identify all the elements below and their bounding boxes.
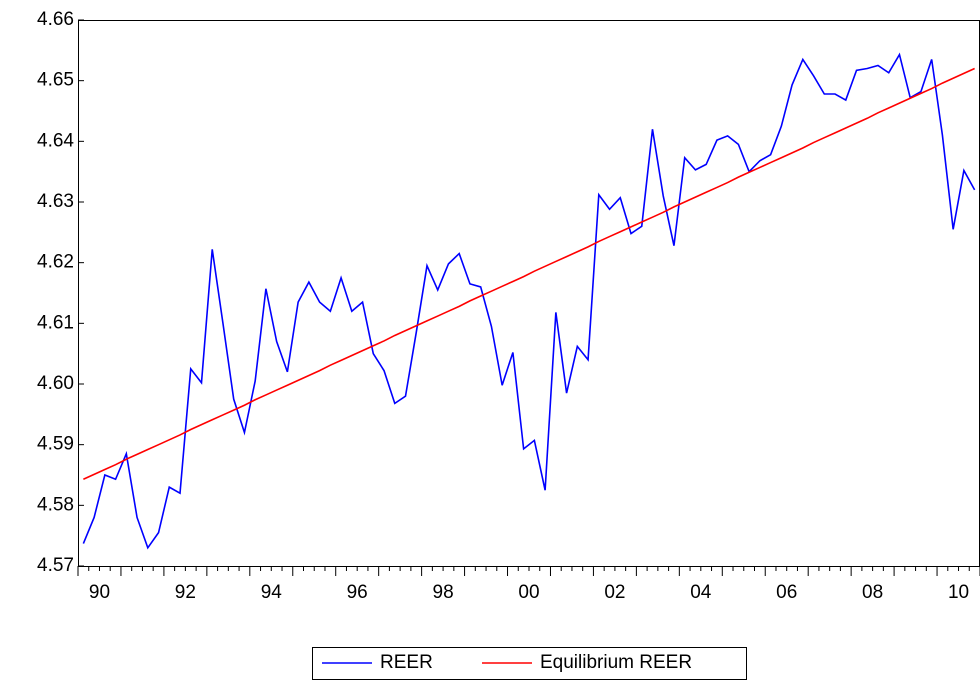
series-line <box>82 52 976 550</box>
series-line <box>83 67 975 480</box>
legend-label: Equilibrium REER <box>540 652 692 673</box>
y-tick-label: 4.61 <box>37 312 74 333</box>
x-tick-label: 02 <box>604 582 625 603</box>
y-tick-label: 4.57 <box>37 555 74 576</box>
y-tick-label: 4.66 <box>37 9 74 30</box>
y-tick-label: 4.60 <box>37 373 74 394</box>
x-tick-label: 98 <box>433 582 454 603</box>
y-tick-label: 4.62 <box>37 252 74 273</box>
y-tick-label: 4.65 <box>37 70 74 91</box>
plot-frame <box>78 20 980 567</box>
x-tick-label: 04 <box>690 582 712 603</box>
x-tick-label: 06 <box>776 582 797 603</box>
x-tick-label: 10 <box>948 582 969 603</box>
x-tick-label: 94 <box>261 582 283 603</box>
y-tick-label: 4.64 <box>37 130 74 151</box>
y-tick-label: 4.59 <box>37 434 74 455</box>
x-tick-label: 00 <box>518 582 539 603</box>
x-tick-label: 90 <box>89 582 110 603</box>
x-tick-label: 96 <box>347 582 368 603</box>
legend: REER Equilibrium REER <box>312 647 747 680</box>
y-tick-label: 4.58 <box>37 494 74 515</box>
y-tick-label: 4.63 <box>37 191 74 212</box>
x-tick-label: 92 <box>175 582 196 603</box>
legend-label: REER <box>380 652 433 673</box>
x-tick-label: 08 <box>862 582 883 603</box>
